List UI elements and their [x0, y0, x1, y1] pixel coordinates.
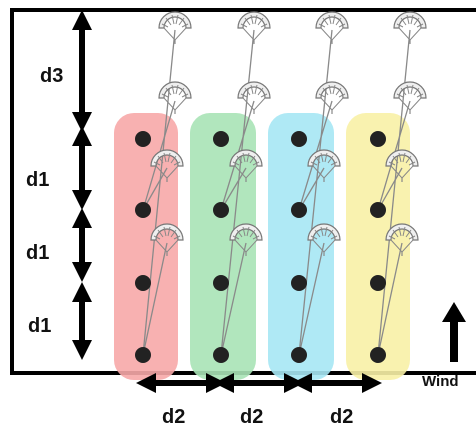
tether-lines	[142, 29, 411, 356]
ground-point	[213, 347, 229, 363]
ground-point	[213, 202, 229, 218]
ground-point	[135, 131, 151, 147]
label-d2-middle: d2	[240, 406, 263, 428]
vertical-spacing-arrows	[72, 10, 92, 360]
ground-point	[213, 275, 229, 291]
ground-point	[135, 202, 151, 218]
ground-points	[135, 131, 386, 363]
label-wind: Wind	[422, 373, 459, 390]
label-d2-right: d2	[330, 406, 353, 428]
up-arrow-icon	[442, 302, 466, 362]
label-d2-left: d2	[162, 406, 185, 428]
ground-point	[291, 347, 307, 363]
ground-point	[291, 131, 307, 147]
column-highlight-1	[114, 113, 178, 380]
label-d1-top: d1	[26, 169, 49, 191]
ground-point	[291, 202, 307, 218]
label-d3: d3	[40, 65, 63, 87]
label-d1-bottom: d1	[28, 315, 51, 337]
turbine-row-1	[158, 11, 427, 45]
ground-point	[291, 275, 307, 291]
column-highlight-4	[346, 113, 410, 380]
ground-point	[370, 347, 386, 363]
ground-point	[135, 275, 151, 291]
ground-point	[135, 347, 151, 363]
ground-point	[370, 275, 386, 291]
ground-point	[370, 202, 386, 218]
ground-point	[213, 131, 229, 147]
turbine-row-2	[158, 81, 427, 115]
label-d1-middle: d1	[26, 242, 49, 264]
horizontal-spacing-arrows	[136, 373, 382, 393]
ground-point	[370, 131, 386, 147]
